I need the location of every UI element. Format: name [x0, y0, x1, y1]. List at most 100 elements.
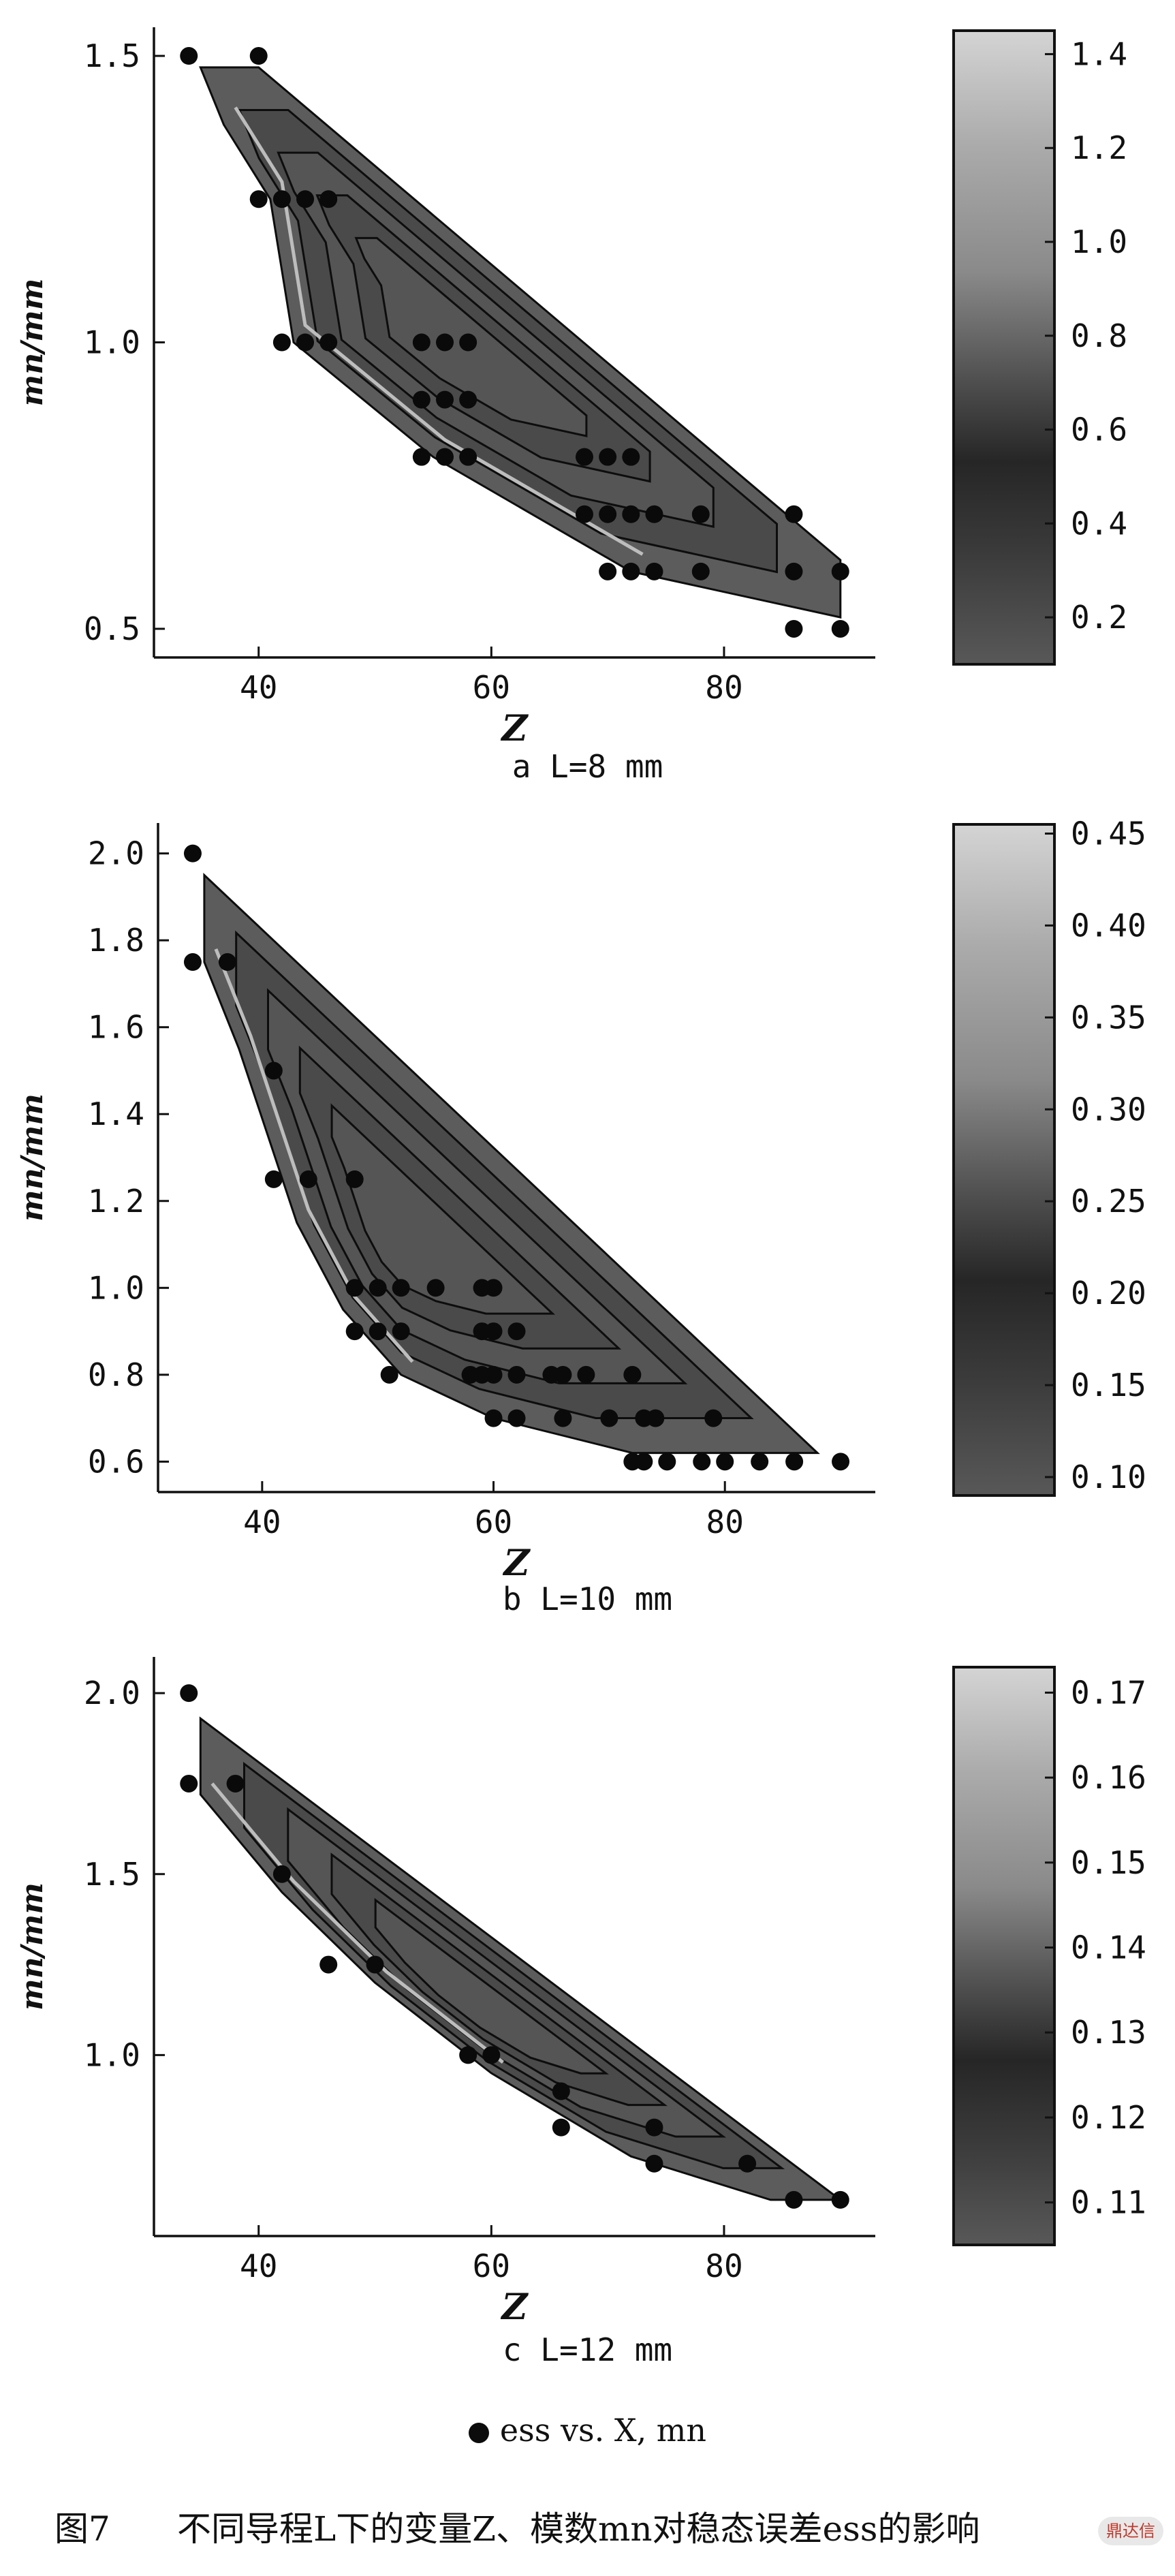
data-point — [272, 333, 291, 352]
colorbar-tick-label: 1.4 — [1071, 35, 1127, 72]
y-tick-label: 1.6 — [88, 1009, 144, 1046]
data-point — [296, 333, 315, 352]
data-point — [272, 190, 291, 208]
data-point — [180, 1684, 198, 1703]
data-point — [484, 1279, 503, 1297]
data-point — [369, 1322, 387, 1341]
y-tick-label: 1.0 — [84, 324, 140, 361]
panel-a-caption-text: a L=8 mm — [512, 748, 663, 785]
data-point — [426, 1279, 445, 1297]
panel-b-caption-text: b L=10 mm — [502, 1581, 673, 1617]
data-point — [249, 47, 268, 65]
contour-band — [330, 1103, 555, 1315]
colorbar-tick-label: 0.14 — [1071, 1929, 1146, 1966]
x-tick-label: 40 — [240, 669, 277, 706]
data-point — [599, 448, 617, 466]
colorbar-tick-label: 0.16 — [1071, 1759, 1146, 1796]
data-point — [345, 1170, 364, 1188]
data-point — [704, 1409, 723, 1427]
data-point — [392, 1322, 410, 1341]
contour-band — [330, 1852, 668, 2107]
data-point — [575, 448, 593, 466]
panel-b-caption: b L=10 mm — [0, 1581, 1175, 1617]
data-point — [554, 1365, 572, 1384]
y-tick-label: 1.2 — [88, 1183, 144, 1220]
data-point — [507, 1322, 526, 1341]
data-point — [264, 1061, 283, 1080]
y-tick-label: 0.8 — [88, 1356, 144, 1393]
data-point — [272, 1865, 291, 1883]
y-tick-label: 2.0 — [84, 1675, 140, 1711]
colorbar-tick-label: 0.45 — [1071, 815, 1146, 852]
colorbar-tick-label: 0.2 — [1071, 599, 1127, 636]
data-point — [554, 1409, 572, 1427]
data-point — [645, 2154, 663, 2173]
data-point — [296, 190, 315, 208]
data-point — [299, 1170, 317, 1188]
y-tick-label: 1.4 — [88, 1096, 144, 1132]
x-tick-label: 60 — [473, 669, 510, 706]
panel-c-caption-text: c L=12 mm — [502, 2331, 673, 2368]
data-point — [646, 1409, 665, 1427]
panel-c-caption: c L=12 mm — [0, 2331, 1175, 2368]
data-point — [319, 333, 338, 352]
colorbar-tick-label: 0.20 — [1071, 1275, 1146, 1312]
data-point — [436, 448, 454, 466]
x-axis-label: Z — [503, 1542, 531, 1584]
data-point — [622, 562, 640, 580]
data-point — [180, 1774, 198, 1793]
figure-caption-text: 不同导程L下的变量Z、模数mn对稳态误差ess的影响 — [177, 2509, 980, 2549]
y-tick-label: 1.5 — [84, 37, 140, 74]
data-point — [693, 1453, 711, 1471]
data-point — [738, 2154, 757, 2173]
y-tick-label: 0.5 — [84, 610, 140, 647]
data-point — [183, 844, 202, 863]
data-point — [264, 1170, 283, 1188]
data-point — [716, 1453, 734, 1471]
data-point — [622, 505, 640, 523]
data-point — [484, 1322, 503, 1341]
data-point — [482, 2046, 501, 2064]
y-tick-label: 1.0 — [88, 1269, 144, 1306]
data-point — [459, 333, 477, 352]
panel-a-caption: a L=8 mm — [0, 748, 1175, 785]
x-axis-label: Z — [501, 2286, 529, 2328]
data-point — [412, 390, 430, 409]
data-point — [691, 505, 710, 523]
colorbar-tick-label: 0.30 — [1071, 1091, 1146, 1128]
y-tick-label: 1.0 — [84, 2036, 140, 2073]
x-tick-label: 40 — [243, 1504, 281, 1540]
data-point — [459, 390, 477, 409]
data-point — [183, 953, 202, 972]
data-point — [345, 1322, 364, 1341]
colorbar-tick-label: 0.8 — [1071, 317, 1127, 354]
colorbar-tick-label: 1.0 — [1071, 223, 1127, 260]
data-point — [552, 2082, 570, 2100]
data-point — [319, 1955, 338, 1974]
colorbar-tick-label: 0.15 — [1071, 1844, 1146, 1881]
contour-band — [298, 1045, 622, 1350]
contour-band — [199, 1716, 844, 2201]
x-tick-label: 40 — [240, 2248, 277, 2284]
x-axis-label: Z — [501, 708, 529, 749]
contour-edge-highlight — [214, 948, 414, 1363]
data-point — [459, 2046, 477, 2064]
data-point — [832, 1453, 850, 1471]
x-tick-label: 80 — [705, 669, 742, 706]
colorbar-tick-label: 0.10 — [1071, 1459, 1146, 1495]
data-point — [785, 505, 803, 523]
data-point — [785, 619, 803, 638]
x-tick-label: 80 — [705, 2248, 742, 2284]
data-point — [785, 1453, 804, 1471]
colorbar-tick-label: 0.4 — [1071, 505, 1127, 542]
panel-a: 40 60 80 0.5 1.0 1.5 Zmn/mm 0.2 0.4 0.6 0.8 1.0 1.2 1… — [15, 27, 1127, 749]
data-point — [645, 562, 663, 580]
data-point — [691, 562, 710, 580]
data-point — [658, 1453, 676, 1471]
figure-number: 图7 — [54, 2509, 110, 2549]
data-point — [484, 1409, 503, 1427]
data-point — [599, 505, 617, 523]
data-point — [319, 190, 338, 208]
colorbar-tick-label: 0.15 — [1071, 1367, 1146, 1403]
